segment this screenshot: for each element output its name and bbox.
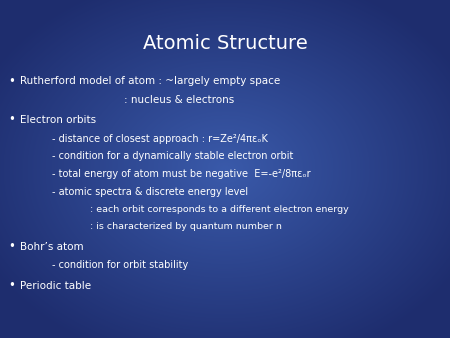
Text: - total energy of atom must be negative  E=-e²/8πεₒr: - total energy of atom must be negative … [52, 169, 310, 179]
Text: - distance of closest approach : r=Ze²/4πεₒK: - distance of closest approach : r=Ze²/4… [52, 134, 268, 144]
Text: - atomic spectra & discrete energy level: - atomic spectra & discrete energy level [52, 187, 248, 197]
Text: - condition for a dynamically stable electron orbit: - condition for a dynamically stable ele… [52, 151, 293, 162]
Text: Bohr’s atom: Bohr’s atom [20, 242, 84, 252]
Text: Electron orbits: Electron orbits [20, 115, 96, 125]
Text: •: • [9, 240, 16, 253]
Text: : is characterized by quantum number n: : is characterized by quantum number n [90, 222, 282, 231]
Text: Atomic Structure: Atomic Structure [143, 34, 307, 53]
Text: : each orbit corresponds to a different electron energy: : each orbit corresponds to a different … [90, 205, 349, 214]
Text: •: • [9, 279, 16, 292]
Text: : nucleus & electrons: : nucleus & electrons [124, 95, 234, 105]
Text: •: • [9, 114, 16, 126]
Text: Periodic table: Periodic table [20, 281, 91, 291]
Text: •: • [9, 75, 16, 88]
Text: - condition for orbit stability: - condition for orbit stability [52, 260, 188, 270]
Text: Rutherford model of atom : ~largely empty space: Rutherford model of atom : ~largely empt… [20, 76, 280, 86]
